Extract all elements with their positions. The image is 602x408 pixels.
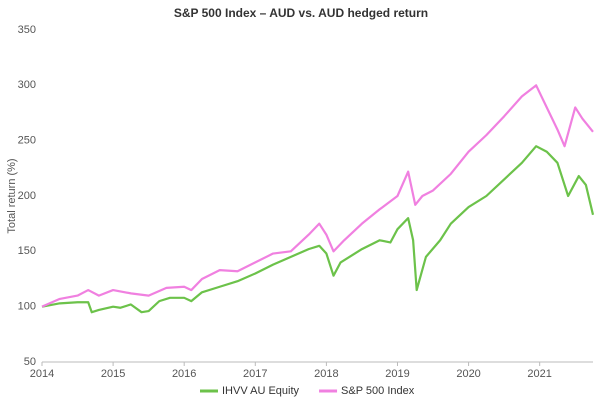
legend-label: IHVV AU Equity xyxy=(222,385,300,397)
line-series xyxy=(41,145,595,314)
x-tick-label: 2018 xyxy=(314,368,338,380)
x-tick-label: 2021 xyxy=(527,368,551,380)
legend-label: S&P 500 Index xyxy=(341,385,415,397)
y-axis-label: Total return (%) xyxy=(6,158,18,233)
line-series xyxy=(41,84,594,308)
x-tick-label: 2019 xyxy=(385,368,409,380)
y-tick-label: 150 xyxy=(18,245,36,257)
x-tick-label: 2016 xyxy=(172,368,196,380)
x-tick-label: 2017 xyxy=(243,368,267,380)
y-tick-label: 50 xyxy=(24,356,36,368)
y-tick-label: 200 xyxy=(18,190,36,202)
y-tick-label: 350 xyxy=(18,24,36,36)
y-tick-label: 100 xyxy=(18,301,36,313)
x-tick-label: 2020 xyxy=(456,368,480,380)
chart-title: S&P 500 Index – AUD vs. AUD hedged retur… xyxy=(174,6,428,20)
y-tick-label: 300 xyxy=(18,79,36,91)
y-tick-label: 250 xyxy=(18,135,36,147)
x-tick-label: 2015 xyxy=(101,368,125,380)
x-tick-label: 2014 xyxy=(30,368,54,380)
